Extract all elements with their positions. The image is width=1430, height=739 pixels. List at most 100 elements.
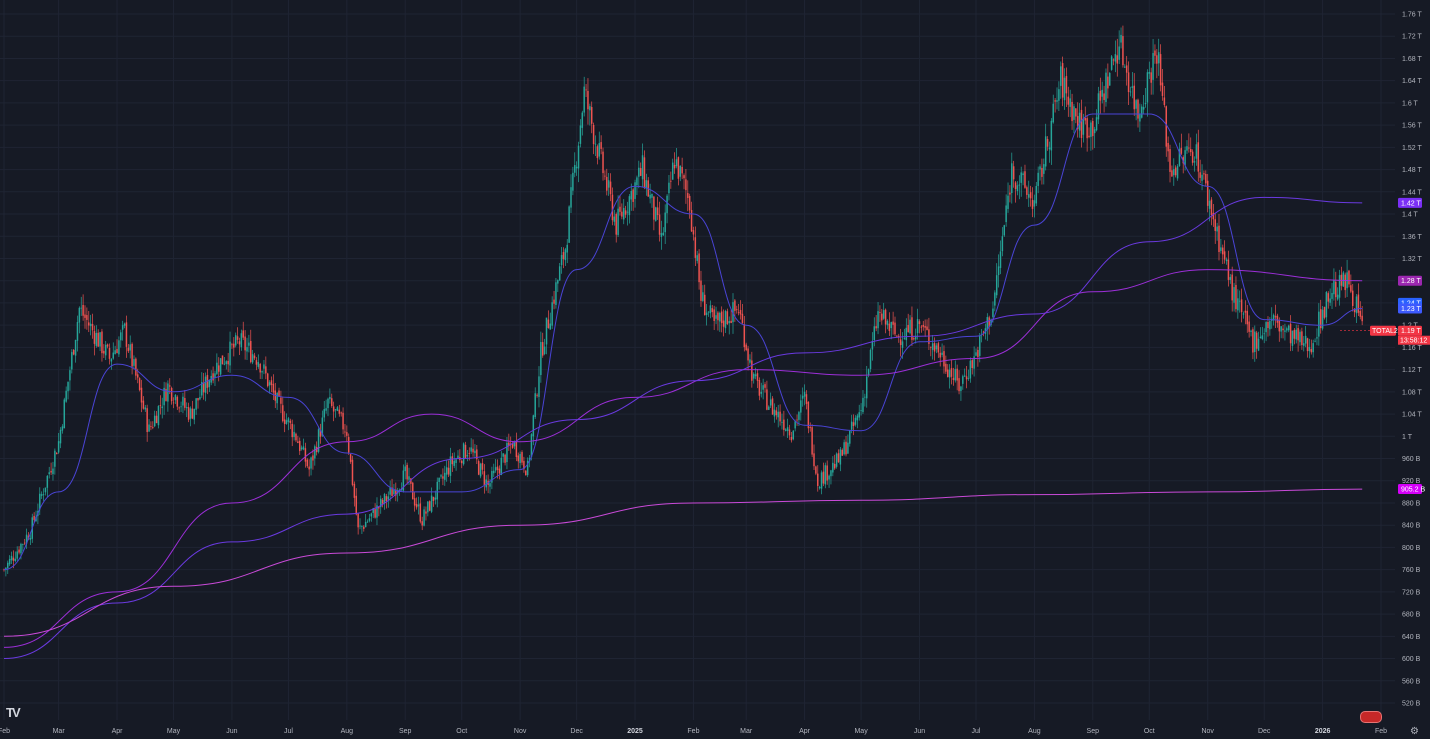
candle-body [319, 430, 322, 437]
candle-body [675, 159, 678, 167]
candle-body [65, 390, 67, 402]
candle-body [543, 346, 546, 355]
candle-body [387, 496, 390, 500]
candle-body [225, 361, 228, 364]
candle-body [391, 487, 393, 497]
candle-body [1152, 53, 1154, 80]
candle-body [1197, 142, 1200, 172]
candle-body [574, 165, 576, 173]
candle-body [1323, 306, 1326, 318]
candle-body [930, 346, 932, 348]
candle-body [979, 335, 981, 356]
candle-body [121, 325, 124, 330]
candle-body [82, 304, 84, 316]
candle-body [1043, 164, 1045, 174]
candle-body [541, 342, 544, 356]
candle-body [1303, 343, 1305, 346]
candle-body [854, 417, 857, 425]
candle-body [329, 396, 331, 400]
candle-body [553, 299, 555, 304]
candle-body [585, 89, 587, 91]
candle-body [189, 408, 192, 419]
candle-body [449, 456, 452, 476]
candle-body [817, 473, 819, 486]
candle-body [1154, 50, 1156, 56]
candle-body [323, 409, 325, 418]
candle-body [1188, 147, 1190, 149]
candle-body [1073, 106, 1075, 120]
gear-icon[interactable]: ⚙ [1410, 726, 1419, 737]
candle-body [775, 410, 778, 416]
candle-body [59, 429, 62, 444]
candle-body [826, 465, 828, 481]
candle-body [116, 348, 118, 354]
candle-body [737, 312, 740, 314]
candle-body [184, 398, 186, 408]
candle-body [39, 493, 41, 510]
candle-body [954, 369, 957, 381]
candle-body [165, 388, 167, 401]
candle-body [1060, 66, 1062, 86]
candle-body [1199, 172, 1201, 178]
candle-body [251, 354, 254, 363]
candle-body [1278, 320, 1281, 332]
candle-body [1359, 311, 1362, 317]
candle-body [1348, 270, 1350, 285]
candle-body [592, 124, 595, 145]
candle-body [903, 338, 906, 340]
x-tick-label: Dec [1258, 728, 1271, 735]
candle-body [820, 472, 823, 489]
candle-body [1093, 129, 1096, 134]
candle-body [332, 406, 335, 412]
candle-body [152, 426, 154, 428]
price-label-box [1398, 483, 1422, 494]
candle-body [952, 377, 955, 380]
candle-body [1046, 139, 1049, 147]
candle-body [250, 340, 252, 363]
candle-body [638, 167, 640, 177]
candle-body [120, 332, 122, 341]
candle-body [632, 189, 634, 202]
candle-body [639, 168, 642, 176]
flag-icon[interactable] [1360, 711, 1382, 723]
candle-body [1080, 109, 1083, 139]
candle-body [756, 373, 759, 381]
candle-body [726, 311, 729, 325]
y-tick-label: 1.04 T [1402, 412, 1422, 419]
candle-body [589, 106, 591, 111]
candle-body [630, 190, 633, 200]
candle-body [575, 166, 578, 169]
candle-body [622, 207, 625, 220]
candle-body [794, 421, 796, 429]
candle-body [136, 374, 139, 378]
candle-body [1009, 192, 1011, 195]
candle-body [800, 400, 802, 413]
candle-body [1321, 309, 1324, 329]
candle-body [847, 442, 849, 454]
candle-body [1265, 322, 1267, 333]
candle-body [355, 495, 358, 515]
candle-body [538, 376, 540, 397]
candle-body [204, 376, 207, 393]
candle-body [1235, 284, 1237, 310]
candle-body [187, 407, 190, 420]
candle-body [724, 310, 727, 329]
candle-body [297, 441, 299, 444]
candle-body [1222, 247, 1224, 255]
candle-body [741, 313, 744, 324]
candle-body [1129, 91, 1132, 93]
candle-body [604, 175, 606, 177]
candle-body [1037, 172, 1039, 186]
candle-body [536, 394, 538, 396]
candle-body [858, 412, 860, 418]
candle-body [1269, 321, 1271, 330]
candle-body [843, 442, 845, 455]
candle-body [372, 508, 374, 513]
y-tick-label: 840 B [1402, 523, 1421, 530]
x-tick-label: Mar [740, 728, 753, 735]
candle-body [525, 470, 527, 476]
candle-body [1061, 63, 1064, 98]
candle-body [1335, 281, 1337, 298]
